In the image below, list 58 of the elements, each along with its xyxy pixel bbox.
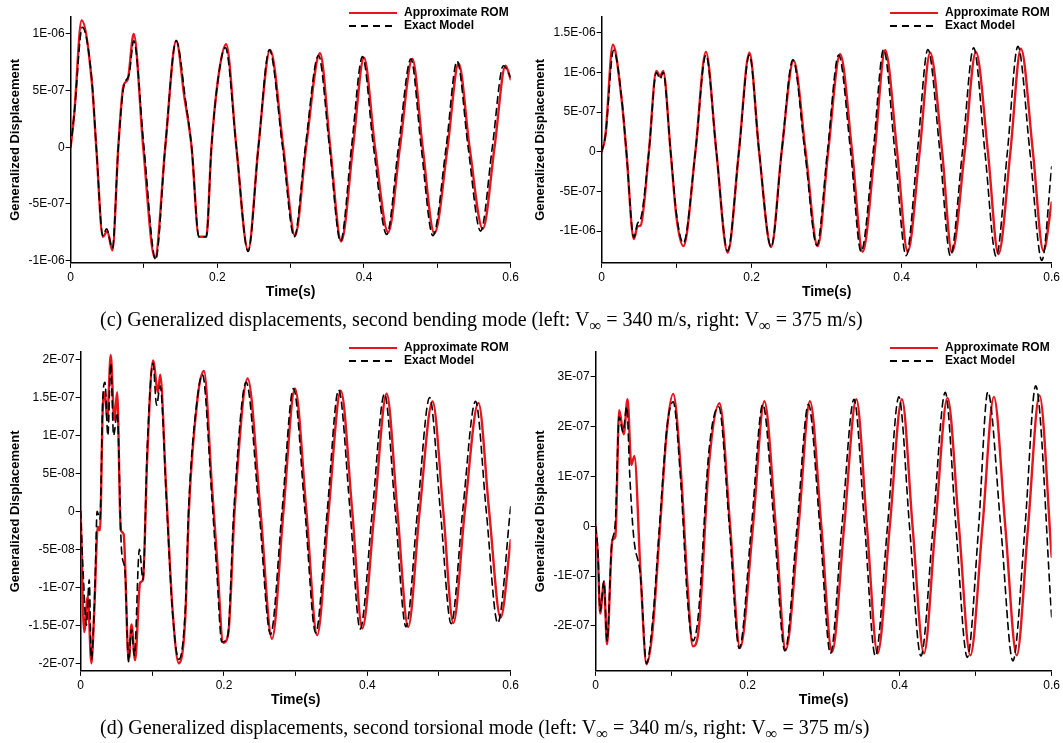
y-tick-label: 1E-06 <box>563 64 596 79</box>
text: (d) Generalized displacements, second torsional mode (left: V$_{∞}$ = 340 m/s, right: V$_{∞}$ = 375 m/s) <box>100 716 870 743</box>
legend-label: Approximate ROM <box>944 340 1050 355</box>
x-tick-label: 0.6 <box>502 270 520 285</box>
y-tick-label: 5E-08 <box>42 465 75 480</box>
x-axis-title: Time(s) <box>265 283 316 300</box>
y-tick-label: 2E-07 <box>42 351 75 366</box>
x-tick-label: 0 <box>77 678 85 693</box>
legend-label: Approximate ROM <box>403 5 509 20</box>
y-tick-label: -1E-06 <box>28 252 65 267</box>
y-tick-label: -1E-07 <box>38 579 75 594</box>
x-tick-label: 0.2 <box>743 270 761 285</box>
legend-label: Approximate ROM <box>944 5 1050 20</box>
y-tick-label: -2E-07 <box>553 618 590 633</box>
x-tick-label: 0.6 <box>1043 270 1061 285</box>
y-tick-label: 1E-07 <box>557 468 590 483</box>
x-tick-label: 0.4 <box>891 678 909 693</box>
x-tick-label: 0.4 <box>893 270 911 285</box>
y-tick-label: 3E-07 <box>557 369 590 384</box>
y-tick-label: 5E-07 <box>32 82 65 97</box>
legend-label: Exact Model <box>403 18 475 33</box>
legend-label: Exact Model <box>944 353 1016 368</box>
legend-label: Exact Model <box>403 353 475 368</box>
y-tick-label: 0 <box>588 144 596 159</box>
y-tick-label: -5E-07 <box>559 183 596 198</box>
y-tick-label: 2E-07 <box>557 419 590 434</box>
x-tick-label: 0.4 <box>355 270 373 285</box>
x-tick-label: 0.4 <box>358 678 376 693</box>
y-tick-label: -1.5E-07 <box>28 617 75 632</box>
y-tick-label: 0 <box>582 518 590 533</box>
x-tick-label: 0.6 <box>502 678 520 693</box>
y-tick-label: 1.5E-06 <box>553 25 596 40</box>
legend-label: Approximate ROM <box>403 340 509 355</box>
x-axis-title: Time(s) <box>270 691 321 708</box>
y-axis-title: Generalized Displacement <box>7 58 23 221</box>
text: (c) Generalized displacements, second bending mode (left: V$_{∞}$ = 340 m/s, right: V$_{∞}$ = 375 m/s) <box>100 308 863 336</box>
y-axis-title: Generalized Displacement <box>532 58 548 221</box>
y-tick-label: 1E-07 <box>42 427 75 442</box>
y-tick-label: 5E-07 <box>563 104 596 119</box>
y-tick-label: 1.5E-07 <box>32 389 75 404</box>
y-axis-title: Generalized Displacement <box>532 429 548 593</box>
x-axis-title: Time(s) <box>801 283 852 300</box>
y-tick-label: -5E-08 <box>38 541 75 556</box>
x-axis-title: Time(s) <box>798 691 849 708</box>
x-tick-label: 0.2 <box>215 678 233 693</box>
y-tick-label: 1E-06 <box>32 26 65 41</box>
y-tick-label: -5E-07 <box>28 196 65 211</box>
x-tick-label: 0.6 <box>1043 678 1061 693</box>
y-tick-label: -1E-07 <box>553 568 590 583</box>
x-tick-label: 0 <box>598 270 606 285</box>
x-tick-label: 0.2 <box>739 678 757 693</box>
y-tick-label: 0 <box>57 139 65 154</box>
y-tick-label: -2E-07 <box>38 655 75 670</box>
y-tick-label: -1E-06 <box>559 223 596 238</box>
y-axis-title: Generalized Displacement <box>7 429 23 593</box>
legend-label: Exact Model <box>944 18 1016 33</box>
y-tick-label: 0 <box>67 503 75 518</box>
x-tick-label: 0.2 <box>208 270 226 285</box>
